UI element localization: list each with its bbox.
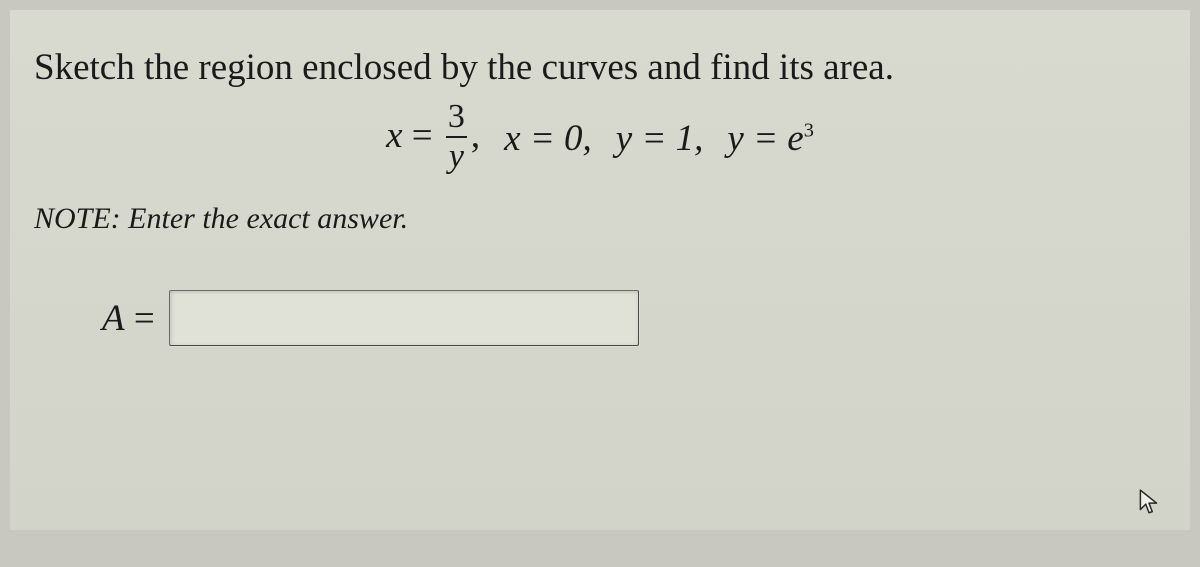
answer-equals: = (125, 298, 155, 339)
note-text: NOTE: Enter the exact answer. (34, 202, 1166, 236)
equations-block: x = 3y, x = 0, y = 1, y = e3 (34, 101, 1166, 176)
question-prompt: Sketch the region enclosed by the curves… (34, 46, 1166, 89)
answer-input[interactable] (169, 290, 639, 346)
eq1-lhs: x (386, 115, 402, 156)
eq1-sep: , (471, 115, 480, 156)
question-panel: Sketch the region enclosed by the curves… (10, 10, 1190, 530)
equation-3: y = 1, (616, 120, 704, 157)
eq1-num: 3 (446, 99, 467, 138)
eq4-sup: 3 (804, 120, 814, 142)
eq1-fraction: 3y (442, 99, 471, 174)
answer-label: A (102, 298, 125, 339)
equation-2: x = 0, (504, 120, 592, 157)
answer-label-wrap: A = (102, 297, 155, 340)
cursor-icon (1138, 488, 1160, 516)
eq1-den: y (446, 138, 467, 175)
eq4-pre: y = e (727, 118, 803, 159)
answer-row: A = (102, 290, 1166, 346)
eq1-op: = (403, 115, 442, 156)
equation-1: x = 3y, (386, 101, 480, 176)
equation-4: y = e3 (727, 120, 813, 157)
